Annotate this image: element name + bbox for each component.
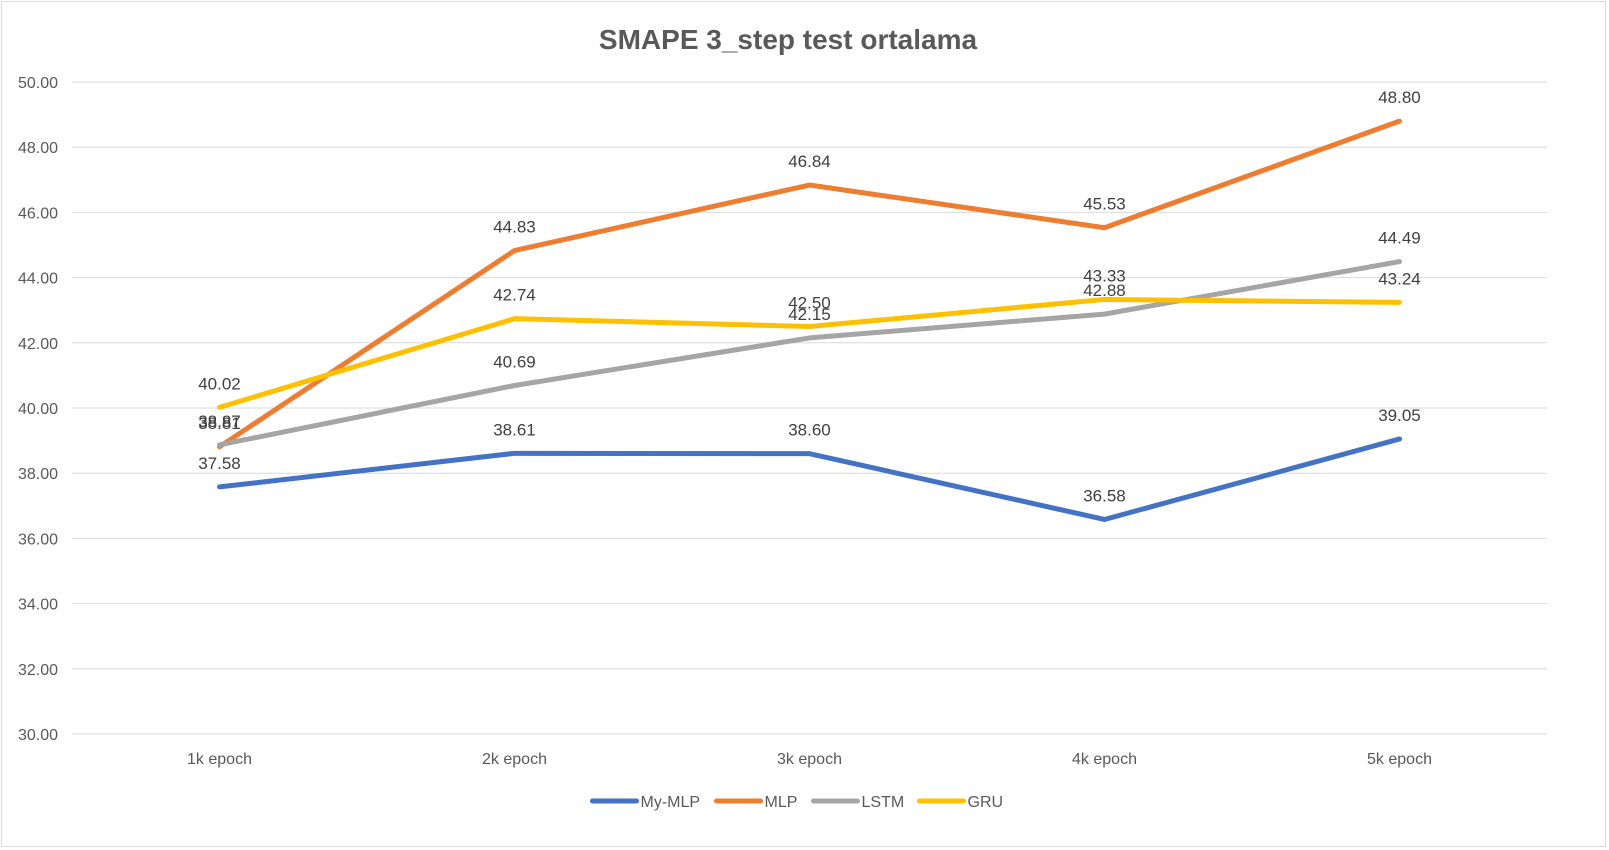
data-label-gru: 43.33 <box>1083 266 1126 285</box>
legend-label: LSTM <box>862 794 905 811</box>
data-label-gru: 40.02 <box>198 374 241 393</box>
data-label-mlp: 44.83 <box>493 218 536 237</box>
x-tick-label: 5k epoch <box>1367 751 1432 768</box>
series-line-lstm <box>217 259 1402 448</box>
y-tick-label: 34.00 <box>18 597 58 614</box>
x-axis-ticks: 1k epoch 2k epoch 3k epoch 4k epoch 5k epoch <box>187 751 1432 768</box>
series-line-gru <box>217 296 1402 410</box>
y-tick-label: 36.00 <box>18 531 58 548</box>
series-lines <box>217 118 1402 522</box>
legend-item: My-MLP <box>590 794 701 811</box>
data-label-gru: 42.74 <box>493 286 536 305</box>
data-label-gru: 42.50 <box>788 294 831 313</box>
legend-item: MLP <box>714 794 798 811</box>
data-label-lstm: 38.87 <box>198 412 241 431</box>
legend-label: MLP <box>765 794 798 811</box>
data-label-gru: 43.24 <box>1378 269 1421 288</box>
x-tick-label: 3k epoch <box>777 751 842 768</box>
data-label-mlp: 48.80 <box>1378 88 1421 107</box>
y-axis-ticks: 30.00 32.00 34.00 36.00 38.00 40.00 42.00 44.00… <box>18 75 58 744</box>
data-label-my-mlp: 37.58 <box>198 454 241 473</box>
y-tick-label: 50.00 <box>18 75 58 92</box>
x-tick-label: 1k epoch <box>187 751 252 768</box>
data-labels: 37.58 38.61 38.60 36.58 39.05 38.81 44.83 46.84… <box>198 88 1421 505</box>
x-tick-label: 4k epoch <box>1072 751 1137 768</box>
data-label-mlp: 45.53 <box>1083 195 1126 214</box>
x-tick-label: 2k epoch <box>482 751 547 768</box>
y-tick-label: 46.00 <box>18 205 58 222</box>
data-label-lstm: 42.15 <box>788 305 831 324</box>
gridlines <box>72 81 1547 735</box>
y-tick-label: 40.00 <box>18 401 58 418</box>
legend-label: My-MLP <box>641 794 701 811</box>
data-label-my-mlp: 38.60 <box>788 421 831 440</box>
y-tick-label: 42.00 <box>18 336 58 353</box>
y-tick-label: 32.00 <box>18 662 58 679</box>
data-label-lstm: 42.88 <box>1083 281 1126 300</box>
series-line-my-mlp <box>217 436 1402 522</box>
data-label-mlp: 38.81 <box>198 414 241 433</box>
y-tick-label: 38.00 <box>18 466 58 483</box>
data-label-lstm: 40.69 <box>493 353 536 372</box>
legend: My-MLP MLP LSTM GRU <box>590 794 1004 811</box>
legend-item: GRU <box>917 794 1004 811</box>
data-label-my-mlp: 36.58 <box>1083 486 1126 505</box>
legend-item: LSTM <box>811 794 905 811</box>
data-label-my-mlp: 38.61 <box>493 420 536 439</box>
y-tick-label: 44.00 <box>18 271 58 288</box>
legend-label: GRU <box>968 794 1004 811</box>
chart-title: SMAPE 3_step test ortalama <box>599 24 978 55</box>
data-label-mlp: 46.84 <box>788 152 831 171</box>
data-label-lstm: 44.49 <box>1378 229 1421 248</box>
y-tick-label: 48.00 <box>18 140 58 157</box>
y-tick-label: 30.00 <box>18 727 58 744</box>
data-label-my-mlp: 39.05 <box>1378 406 1421 425</box>
series-line-mlp <box>217 118 1402 450</box>
